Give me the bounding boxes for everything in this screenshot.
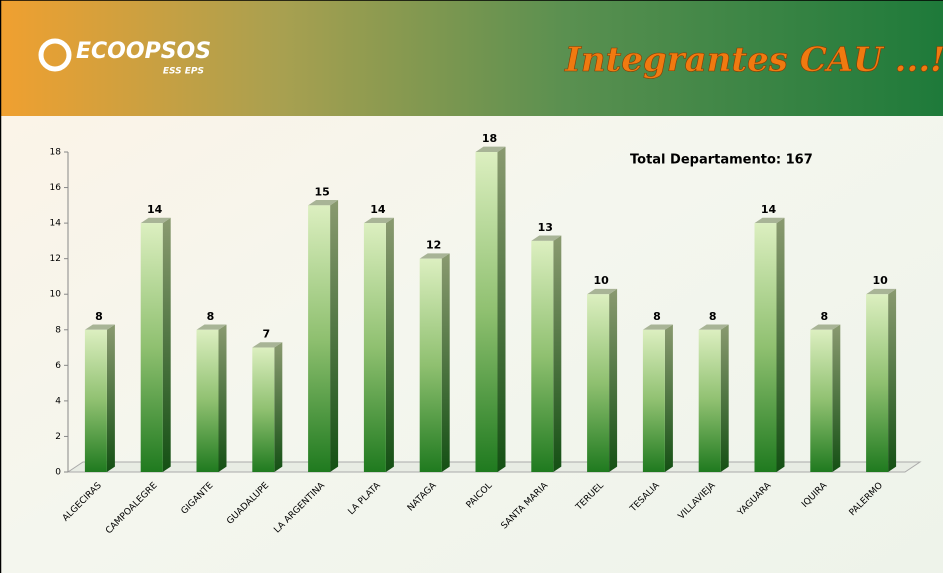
value-label: 10	[872, 274, 888, 287]
bar-top	[475, 146, 506, 152]
bar-side	[720, 324, 729, 472]
y-tick-label: 18	[50, 148, 62, 158]
value-label: 15	[314, 185, 329, 198]
y-tick-label: 4	[55, 396, 61, 406]
y-tick-label: 10	[50, 290, 62, 300]
y-tick-label: 8	[55, 325, 61, 335]
bar-side	[664, 324, 673, 472]
annotation: Total Departamento: 167	[630, 153, 813, 168]
bar-side	[274, 342, 283, 472]
bar-top	[140, 217, 171, 224]
bar-side	[218, 324, 227, 472]
logo-sub: ESS EPS	[163, 67, 204, 77]
bar	[642, 329, 665, 472]
value-label: 8	[95, 310, 103, 323]
y-tick-label: 16	[50, 183, 62, 193]
bar-side	[385, 217, 394, 472]
bar-side	[162, 217, 171, 472]
header-band	[0, 0, 943, 116]
bar-side	[609, 288, 618, 472]
bar-top	[252, 342, 283, 348]
bar-side	[441, 253, 450, 472]
bar	[754, 223, 777, 472]
bar-side	[106, 324, 115, 472]
bar	[866, 294, 889, 472]
bar-top	[308, 200, 339, 206]
value-label: 8	[709, 310, 717, 323]
y-tick-label: 14	[50, 219, 62, 229]
bar	[531, 240, 554, 472]
value-label: 14	[147, 203, 163, 216]
bar	[363, 223, 386, 472]
bar-side	[330, 200, 339, 472]
value-label: 12	[426, 239, 441, 252]
value-label: 14	[370, 203, 386, 216]
bar	[252, 347, 275, 472]
bar-top	[84, 324, 115, 330]
slide-title: Integrantes CAU ...!!	[564, 40, 943, 80]
bar-top	[419, 253, 450, 259]
value-label: 8	[820, 310, 828, 323]
bar-side	[832, 324, 841, 472]
value-label: 14	[761, 203, 777, 216]
bar-top	[642, 324, 673, 330]
bar-top	[698, 324, 729, 330]
bar	[810, 329, 833, 472]
logo-text: ECOOPSOS	[76, 39, 211, 64]
bar	[140, 223, 163, 472]
bar-top	[810, 324, 841, 330]
bar	[308, 205, 331, 473]
logo: ECOOPSOS ESS EPS	[38, 38, 211, 77]
bar	[84, 329, 107, 472]
value-label: 8	[653, 310, 661, 323]
bar-top	[363, 217, 394, 224]
bar	[587, 294, 610, 472]
value-label: 7	[262, 328, 270, 341]
bar-side	[553, 235, 562, 472]
y-tick-label: 6	[55, 361, 61, 371]
bar-side	[776, 217, 785, 472]
bar-side	[497, 146, 506, 472]
bar-side	[888, 288, 897, 472]
y-tick-label: 0	[55, 468, 61, 478]
bar-top	[196, 324, 227, 330]
value-label: 18	[482, 132, 497, 145]
y-tick-label: 12	[50, 254, 61, 264]
bar	[698, 329, 721, 472]
bar	[475, 152, 498, 472]
bar-top	[587, 288, 618, 295]
bar-top	[754, 217, 785, 224]
y-tick-label: 2	[55, 432, 61, 442]
value-label: 13	[538, 221, 553, 234]
bar-top	[531, 235, 562, 241]
logo-icon	[38, 38, 72, 72]
value-label: 8	[207, 310, 215, 323]
bar	[196, 329, 219, 472]
bar-top	[866, 288, 897, 295]
bar	[419, 258, 442, 472]
value-label: 10	[593, 274, 609, 287]
